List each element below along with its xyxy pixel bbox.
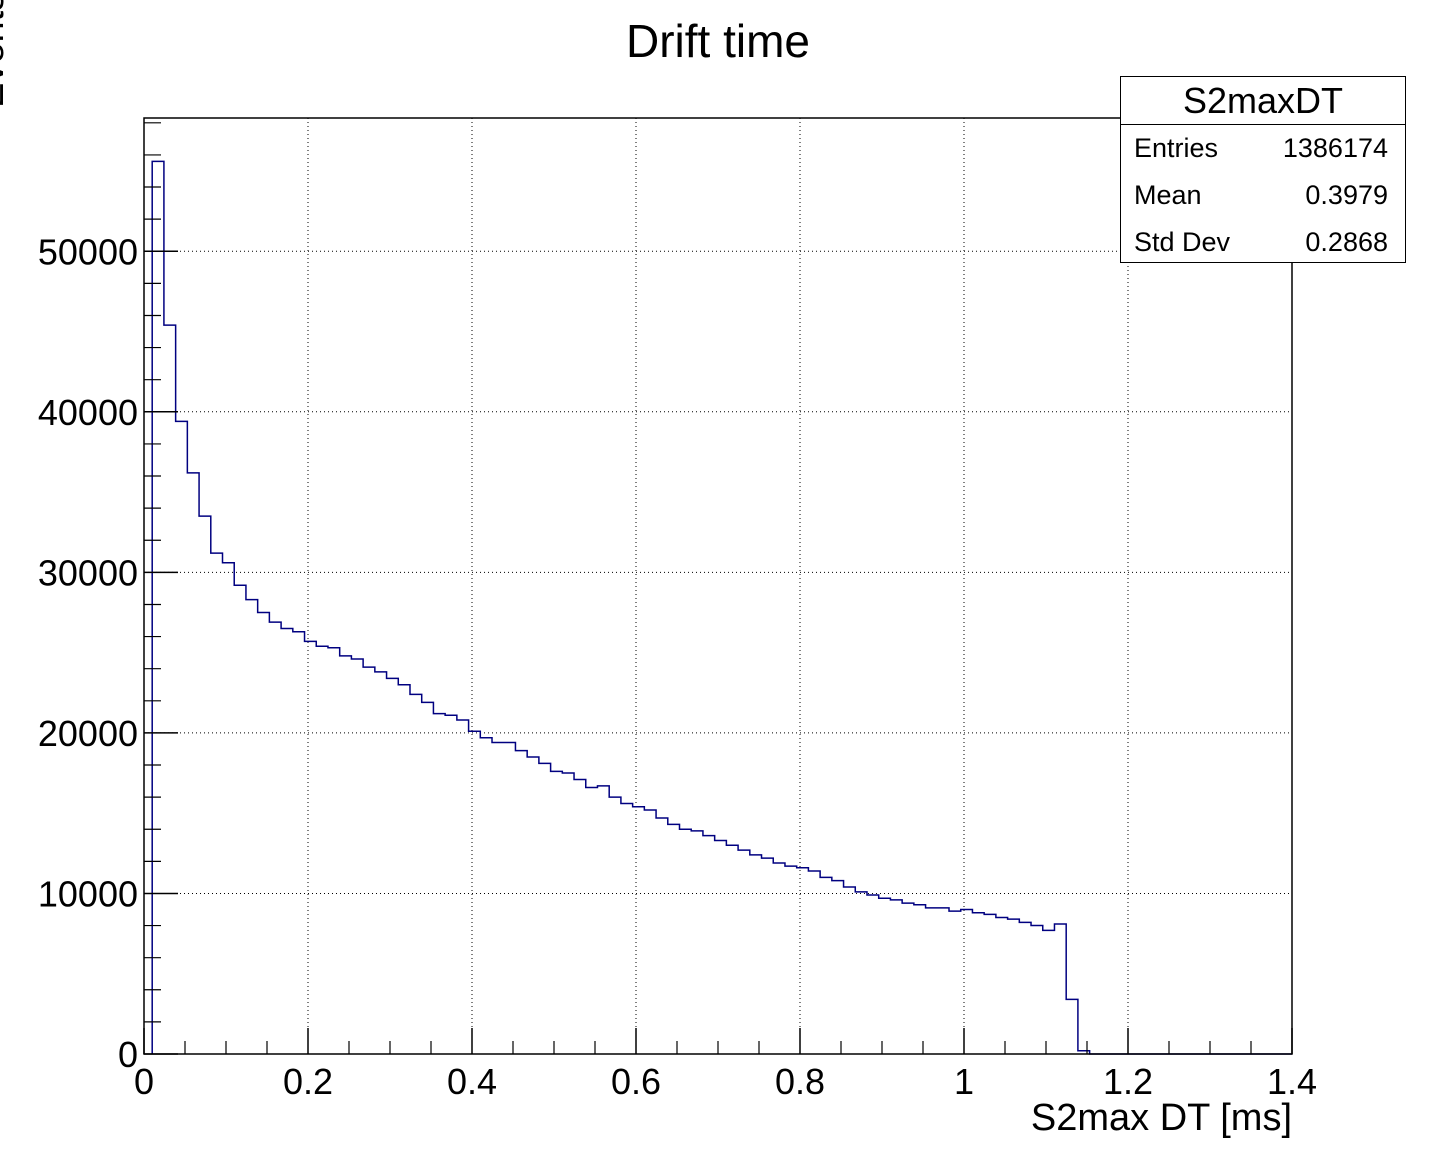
- stats-row-stddev: Std Dev 0.2868: [1121, 219, 1405, 266]
- stats-mean-label: Mean: [1134, 180, 1202, 210]
- stats-entries-value: 1386174: [1282, 133, 1388, 163]
- y-tick-label: 40000: [38, 392, 138, 433]
- x-tick-label: 1.4: [1267, 1061, 1317, 1102]
- x-tick-label: 1: [954, 1061, 974, 1102]
- stats-mean-value: 0.3979: [1305, 180, 1388, 210]
- x-tick-label: 0.8: [775, 1061, 825, 1102]
- stats-stddev-value: 0.2868: [1305, 227, 1388, 257]
- stats-box: S2maxDT Entries 1386174 Mean 0.3979 Std …: [1120, 76, 1406, 263]
- y-tick-label: 20000: [38, 713, 138, 754]
- axis-ticks: [143, 122, 1293, 1055]
- y-tick-label: 0: [118, 1034, 138, 1075]
- x-tick-label: 0.4: [447, 1061, 497, 1102]
- x-tick-label: 0.2: [283, 1061, 333, 1102]
- stats-entries-label: Entries: [1134, 133, 1219, 163]
- histogram-line: [151, 160, 1292, 1055]
- y-axis-title: Events: [0, 0, 12, 108]
- stats-title: S2maxDT: [1121, 77, 1405, 125]
- chart-title: Drift time: [626, 15, 810, 67]
- y-tick-labels: 0 10000 20000 30000 40000 50000: [38, 231, 138, 1075]
- y-tick-label: 50000: [38, 231, 138, 272]
- x-axis-title: S2max DT [ms]: [1031, 1097, 1292, 1139]
- y-tick-label: 10000: [38, 873, 138, 914]
- x-tick-label: 0.6: [611, 1061, 661, 1102]
- stats-row-entries: Entries 1386174: [1121, 125, 1405, 172]
- x-tick-labels: 0 0.2 0.4 0.6 0.8 1 1.2 1.4: [134, 1061, 1317, 1102]
- stats-row-mean: Mean 0.3979: [1121, 172, 1405, 219]
- histogram-series: [151, 160, 1292, 1055]
- stats-stddev-label: Std Dev: [1134, 227, 1231, 257]
- x-tick-label: 1.2: [1103, 1061, 1153, 1102]
- grid-lines: [144, 118, 1292, 1054]
- y-tick-label: 30000: [38, 552, 138, 593]
- x-tick-label: 0: [134, 1061, 154, 1102]
